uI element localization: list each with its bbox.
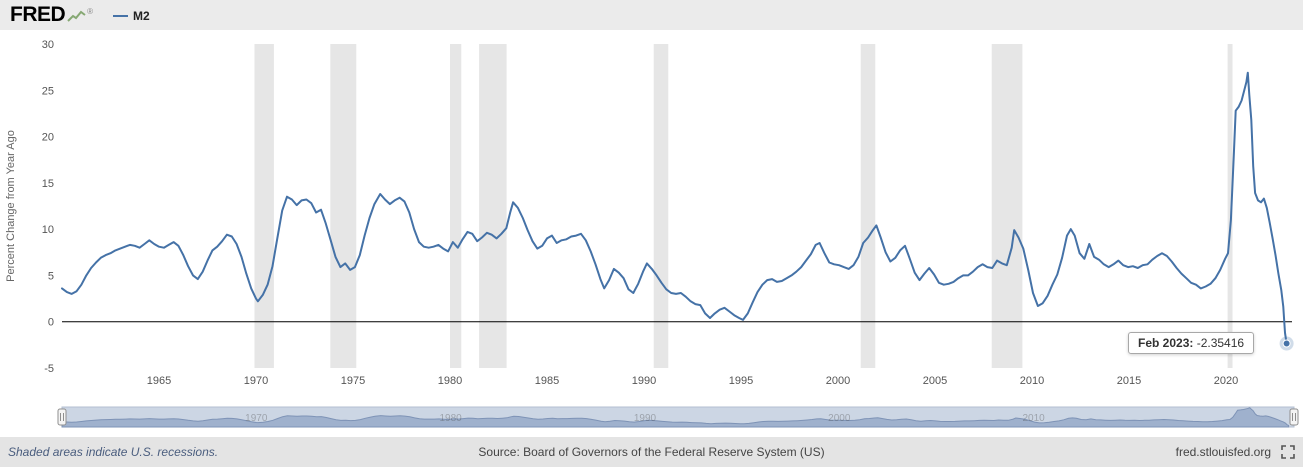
y-tick-label: 30: [42, 39, 54, 51]
recession-note-link[interactable]: Shaded areas indicate U.S. recessions.: [8, 445, 219, 459]
recession-band: [991, 44, 1023, 368]
navigator-year-label: 1990: [634, 413, 657, 424]
range-navigator[interactable]: 1970 1980 1990 2000 2010: [0, 404, 1303, 430]
x-tick-label: 1975: [341, 375, 365, 387]
m2-line-path: [61, 71, 1288, 345]
navigator-year-label: 2000: [828, 413, 851, 424]
x-tick-label: 1980: [438, 375, 462, 387]
navigator-handle-left[interactable]: [57, 408, 67, 426]
fred-sparkline-icon: [67, 10, 86, 22]
y-tick-label: -5: [44, 363, 54, 375]
x-tick-label: 1995: [729, 375, 753, 387]
recession-band: [450, 44, 462, 368]
tooltip: Feb 2023: -2.35416: [1128, 332, 1255, 354]
y-tick-label: 10: [42, 224, 54, 236]
y-axis-title: Percent Change from Year Ago: [5, 130, 17, 282]
x-tick-label: 1965: [147, 375, 171, 387]
legend-line-sample: [113, 15, 128, 17]
recession-band: [254, 44, 274, 368]
chart-card: 30 25 20 15 10 5 0 -5 1965 1970 1975 1980 1985 1990 19…: [0, 30, 1303, 437]
navigator-year-label: 2010: [1022, 413, 1045, 424]
recession-band: [653, 44, 669, 368]
tooltip-date: Feb 2023:: [1138, 336, 1194, 350]
x-tick-label: 1985: [535, 375, 559, 387]
fred-logo[interactable]: FRED ®: [10, 3, 93, 27]
navigator-year-label: 1970: [245, 413, 268, 424]
recession-band: [330, 44, 357, 368]
fullscreen-icon[interactable]: [1281, 445, 1295, 459]
footer: Shaded areas indicate U.S. recessions. S…: [0, 437, 1303, 467]
fred-logo-text: FRED: [10, 3, 66, 26]
x-tick-label: 1990: [632, 375, 656, 387]
source-text[interactable]: Source: Board of Governors of the Federa…: [478, 445, 825, 459]
data-point-marker[interactable]: [1282, 339, 1291, 348]
header: FRED ® M2: [0, 0, 1303, 30]
site-text: fred.stlouisfed.org: [1175, 445, 1271, 459]
x-tick-label: 2015: [1117, 375, 1141, 387]
x-tick-label: 2005: [923, 375, 947, 387]
x-tick-label: 2020: [1214, 375, 1238, 387]
navigator-handle-right[interactable]: [1289, 408, 1299, 426]
navigator-area: [61, 407, 1290, 428]
chart-legend: M2: [113, 9, 150, 23]
x-tick-label: 2000: [826, 375, 850, 387]
recession-band: [479, 44, 507, 368]
legend-series-label: M2: [133, 9, 150, 23]
y-tick-label: 5: [48, 270, 54, 282]
tooltip-value: -2.35416: [1196, 336, 1245, 350]
x-tick-label: 1970: [244, 375, 268, 387]
y-tick-label: 25: [42, 85, 54, 97]
x-tick-label: 2010: [1020, 375, 1044, 387]
y-tick-label: 15: [42, 178, 54, 190]
y-tick-label: 0: [48, 317, 54, 329]
y-tick-label: 20: [42, 132, 54, 144]
navigator-year-label: 1980: [439, 413, 462, 424]
registered-mark: ®: [87, 7, 94, 16]
recession-band: [860, 44, 876, 368]
recession-band: [1227, 44, 1233, 368]
